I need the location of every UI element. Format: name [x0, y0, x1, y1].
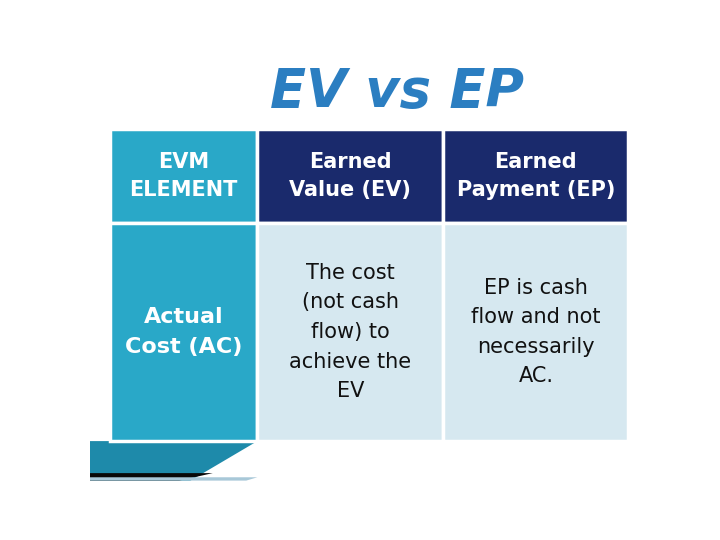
Bar: [444, 223, 629, 441]
Bar: [444, 129, 629, 223]
Text: Earned
Value (EV): Earned Value (EV): [289, 152, 411, 200]
Text: EP is cash
flow and not
necessarily
AC.: EP is cash flow and not necessarily AC.: [471, 278, 600, 386]
Text: The cost
(not cash
flow) to
achieve the
EV: The cost (not cash flow) to achieve the …: [289, 263, 411, 401]
Text: Actual
Cost (AC): Actual Cost (AC): [125, 307, 242, 357]
Text: EVM
ELEMENT: EVM ELEMENT: [130, 152, 238, 200]
Bar: [109, 129, 258, 223]
Bar: [258, 223, 444, 441]
Bar: [258, 129, 444, 223]
Polygon shape: [90, 441, 258, 481]
Polygon shape: [90, 473, 213, 481]
Bar: [109, 223, 258, 441]
Polygon shape: [90, 477, 258, 481]
Text: EV vs EP: EV vs EP: [270, 66, 524, 118]
Text: Earned
Payment (EP): Earned Payment (EP): [456, 152, 615, 200]
